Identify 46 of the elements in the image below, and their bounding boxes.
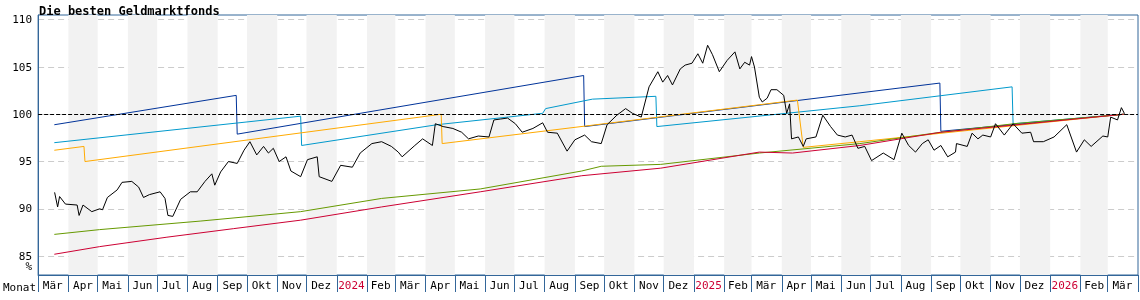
x-tick-label: Mai <box>459 279 480 292</box>
x-tick-label: Aug <box>905 279 926 292</box>
x-tick-label: Okt <box>251 279 272 292</box>
x-tick-label: Mär <box>400 279 421 292</box>
x-tick-label: Jul <box>519 279 539 292</box>
x-tick-label: Sep <box>579 279 600 292</box>
y-tick-label: 110 <box>12 13 33 27</box>
x-tick-label: Jul <box>875 279 896 292</box>
y-tick-label: 100 <box>12 107 33 121</box>
x-tick-label: Feb <box>370 279 391 292</box>
y-tick-label: 105 <box>12 60 33 74</box>
y-tick-label: 95 <box>18 155 33 169</box>
y-axis-title: % <box>25 260 33 274</box>
x-tick-label: Dez <box>1024 279 1045 292</box>
x-tick-label: Aug <box>192 279 213 292</box>
x-tick-label: Mär <box>756 279 777 292</box>
x-tick-label: Jun <box>489 279 510 292</box>
x-tick-label: Feb <box>1084 279 1105 292</box>
x-tick-label: Apr <box>430 279 451 292</box>
x-tick-label: Nov <box>639 279 660 292</box>
x-tick-label: Jul <box>161 279 182 292</box>
x-tick-label: Okt <box>965 279 985 292</box>
x-tick-label: Mär <box>1112 279 1133 292</box>
x-tick-label: Nov <box>281 279 303 292</box>
x-tick-label: Feb <box>727 279 748 292</box>
x-tick-label: Mär <box>42 279 64 292</box>
x-axis-title: Monat <box>2 281 37 294</box>
x-tick-label: Nov <box>995 279 1016 292</box>
x-tick-label: 2025 <box>695 279 722 292</box>
x-tick-label: 2024 <box>338 279 366 292</box>
y-tick-label: 90 <box>18 202 33 216</box>
x-tick-label: Sep <box>935 279 956 292</box>
x-tick-label: Dez <box>311 279 332 292</box>
x-tick-label: Apr <box>73 279 94 292</box>
x-tick-label: Okt <box>608 279 629 292</box>
x-tick-label: Sep <box>222 279 243 292</box>
x-tick-label: Jun <box>132 279 153 292</box>
chart-title: Die besten Geldmarktfonds <box>39 4 220 18</box>
x-tick-label: Dez <box>668 279 689 292</box>
x-tick-label: 2026 <box>1051 279 1079 292</box>
x-tick-label: Apr <box>786 279 807 292</box>
x-tick-label: Aug <box>549 279 570 292</box>
y-tick-label: 85 <box>18 249 33 263</box>
x-tick-label: Jun <box>846 279 866 292</box>
x-tick-label: Mai <box>815 279 836 292</box>
x-tick-label: Mai <box>102 279 123 292</box>
